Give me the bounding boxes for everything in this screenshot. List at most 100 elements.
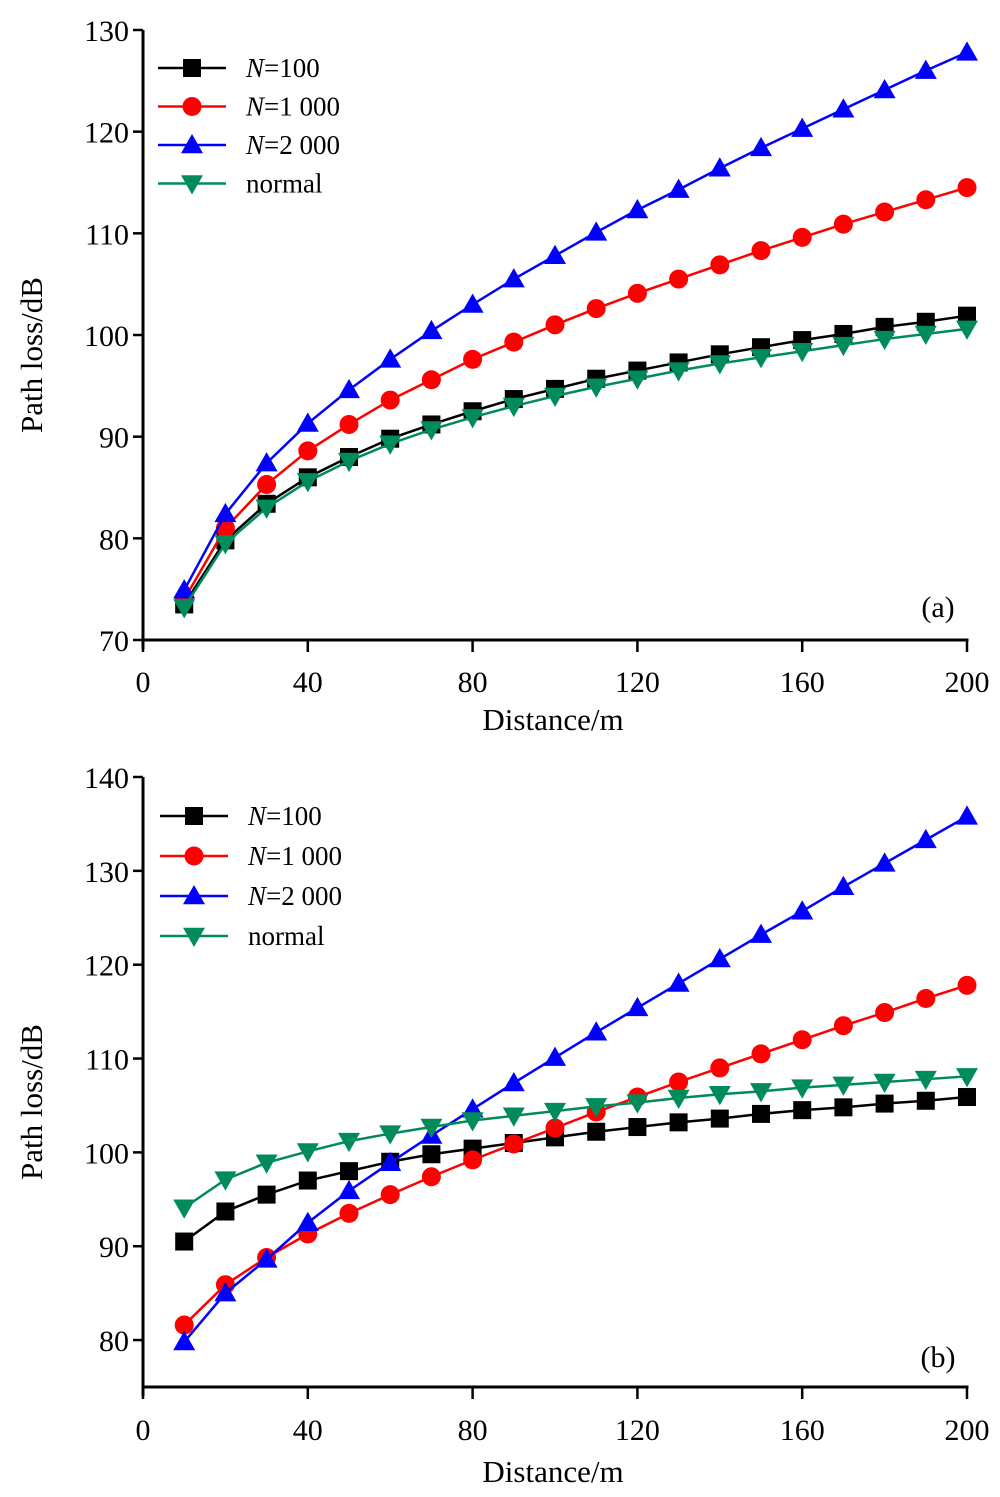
data-point [585, 1098, 608, 1118]
data-point [875, 202, 895, 222]
y-tick-label: 100 [84, 1137, 129, 1170]
legend-marker [181, 175, 203, 195]
data-point [298, 1171, 317, 1190]
data-point [832, 875, 855, 896]
y-tick-label: 130 [84, 856, 129, 889]
data-point [338, 452, 360, 473]
data-point [957, 178, 977, 198]
data-point [669, 269, 689, 289]
legend-item: N=2 000 [158, 130, 340, 160]
data-point [628, 1118, 647, 1137]
x-tick-label: 200 [945, 1414, 990, 1447]
data-point [338, 1179, 360, 1200]
data-point [914, 325, 937, 345]
data-point [173, 579, 196, 599]
x-tick-label: 0 [136, 1414, 151, 1447]
data-point [792, 227, 812, 247]
data-point [502, 1107, 525, 1127]
data-point [873, 1073, 896, 1093]
data-point [461, 293, 484, 313]
x-axis-title: Distance/m [482, 1454, 623, 1489]
data-point [958, 306, 976, 325]
x-tick-label: 0 [136, 666, 151, 699]
data-point [834, 1098, 853, 1117]
data-point [214, 535, 237, 555]
legend-label-text: =2 000 [264, 130, 340, 160]
y-axis-title: Path loss/dB [14, 277, 49, 433]
x-axis-title: Distance/m [482, 702, 623, 737]
data-point [875, 1094, 894, 1113]
y-tick-label: 120 [84, 117, 129, 150]
data-point [214, 502, 237, 523]
y-tick-label: 80 [99, 1325, 129, 1358]
legend-item: N=1 000 [160, 841, 342, 871]
data-point [545, 1118, 565, 1138]
legend-label-italic: N [245, 53, 266, 83]
data-point [544, 244, 566, 264]
x-tick-label: 80 [458, 666, 488, 699]
data-point [214, 1171, 237, 1191]
data-point [958, 1088, 976, 1107]
data-point [710, 1058, 730, 1078]
data-point [298, 441, 318, 461]
data-point [173, 599, 196, 619]
data-point [502, 1071, 525, 1092]
data-point [832, 336, 855, 357]
y-tick-label: 80 [99, 523, 129, 556]
data-point [296, 1143, 319, 1163]
data-point [255, 1154, 278, 1174]
data-point [463, 349, 483, 369]
series-line [183, 186, 968, 600]
data-point [750, 1083, 772, 1103]
y-tick-label: 140 [84, 762, 129, 795]
data-point [667, 1089, 690, 1109]
data-point [338, 1132, 360, 1153]
data-point [873, 852, 896, 872]
x-tick-label: 120 [615, 666, 660, 699]
y-tick-label: 100 [84, 320, 129, 353]
y-axis-title: Path loss/dB [14, 1024, 49, 1180]
legend-label: N=1 000 [245, 92, 340, 122]
data-point [420, 421, 443, 441]
data-point [875, 1003, 895, 1023]
data-point [751, 1044, 771, 1064]
data-point [791, 1079, 814, 1099]
y-tick-label: 90 [99, 1231, 129, 1264]
series-triangle-down [173, 320, 978, 619]
legend-label-text: =1 000 [266, 841, 342, 871]
data-point [914, 59, 937, 79]
data-point [832, 98, 855, 118]
data-point [296, 1211, 319, 1232]
legend-item: N=1 000 [158, 92, 340, 122]
data-point [833, 214, 853, 234]
data-point [626, 996, 649, 1017]
panel-label: (a) [921, 591, 954, 624]
legend-marker [181, 134, 203, 154]
data-point [791, 343, 814, 363]
data-point [255, 452, 278, 472]
legend-label-italic: N [247, 801, 268, 831]
legend-label-text: =100 [266, 801, 322, 831]
x-tick-label: 40 [293, 666, 323, 699]
data-point [544, 387, 566, 407]
data-point [708, 948, 731, 968]
legend-marker [183, 885, 205, 905]
x-tick-label: 160 [780, 666, 825, 699]
data-point [956, 1068, 978, 1088]
data-point [667, 362, 690, 382]
data-point [502, 268, 525, 288]
legend-marker [185, 807, 203, 825]
data-point [586, 299, 606, 319]
data-point [422, 1145, 441, 1164]
data-point [504, 332, 524, 352]
legend-label-text: normal [246, 169, 322, 199]
data-point [791, 900, 814, 920]
series-line [183, 984, 968, 1326]
legend-label-italic: N [245, 130, 266, 160]
data-point [545, 315, 565, 335]
data-point [873, 330, 896, 351]
legend-item: N=2 000 [160, 881, 342, 911]
